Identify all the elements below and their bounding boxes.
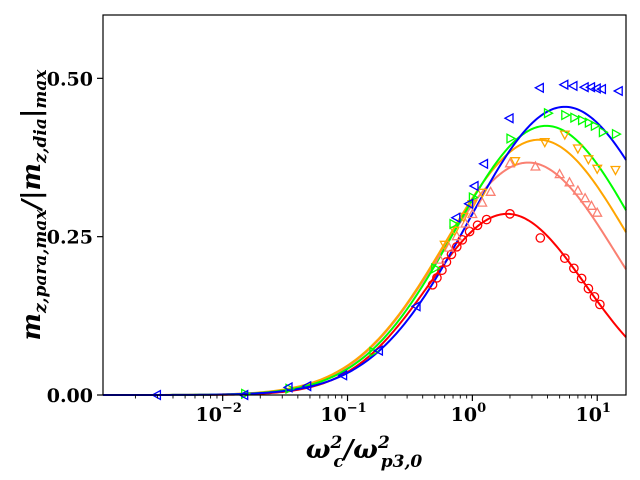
point-red-17 [595,299,605,310]
point-salmon-1 [443,241,455,252]
x-tick-label-3: 101 [575,401,611,426]
point-blue-15 [578,81,589,93]
point-red-5 [451,241,462,252]
point-red-3 [441,257,452,267]
point-red-0 [427,279,438,290]
x-axis-label: ω2 c/ω2 p3,0 [306,433,423,472]
point-salmon-13 [586,199,597,210]
point-red-16 [589,291,600,302]
point-green-8 [561,109,572,121]
point-green-9 [570,112,581,124]
point-blue-13 [558,79,569,91]
point-green-3 [431,262,442,274]
point-red-12 [559,253,570,264]
point-blue-2 [282,381,293,393]
point-red-15 [583,283,594,294]
point-blue-7 [450,212,461,224]
point-orange-0 [439,240,451,251]
point-blue-19 [612,85,623,97]
x-tick-label-1: 10−1 [320,401,366,426]
y-tick-label-2: 0.50 [47,68,93,90]
x-tick-label-0: 10−2 [195,401,241,426]
point-orange-1 [449,226,460,237]
point-orange-5 [509,157,521,168]
point-green-7 [543,107,554,119]
markers-layer [151,79,623,401]
point-blue-9 [468,180,479,192]
point-orange-10 [591,164,603,175]
point-blue-12 [533,82,544,94]
x-tick-label-2: 100 [451,401,487,426]
point-salmon-11 [572,184,584,195]
curves-layer [103,105,627,396]
point-green-4 [449,218,460,230]
point-red-8 [472,220,483,231]
point-green-14 [611,128,622,140]
point-blue-8 [463,198,474,210]
point-orange-2 [458,212,469,223]
point-green-12 [590,120,601,132]
point-salmon-9 [554,168,566,179]
point-salmon-3 [460,217,471,228]
point-red-9 [481,214,492,225]
point-green-6 [506,133,517,144]
point-red-14 [576,273,587,284]
point-blue-6 [410,300,421,312]
point-salmon-12 [579,192,591,203]
point-red-4 [446,249,457,260]
point-red-11 [535,233,546,243]
point-orange-6 [539,138,551,149]
point-red-10 [505,209,515,219]
point-orange-8 [572,144,584,155]
curve-red [103,212,627,396]
point-red-2 [437,265,447,276]
point-salmon-8 [530,160,541,171]
point-blue-14 [567,80,578,92]
point-salmon-6 [485,185,497,196]
point-blue-10 [478,158,489,170]
point-orange-4 [476,188,488,199]
point-red-1 [432,272,442,283]
point-salmon-4 [466,208,478,219]
y-axis-label: mz,para,max/|mz,dia|max [17,69,51,341]
point-green-10 [577,114,588,126]
y-tick-label-0: 0.00 [47,385,93,407]
point-orange-11 [610,165,621,176]
point-blue-11 [503,112,514,124]
point-blue-5 [373,345,384,357]
point-blue-17 [590,83,601,94]
point-green-2 [369,346,380,358]
point-blue-18 [596,83,607,95]
point-green-11 [584,117,595,129]
point-red-13 [569,263,579,274]
point-green-5 [468,192,479,203]
point-blue-3 [301,380,312,392]
plot-frame [102,14,627,396]
point-salmon-5 [476,196,488,207]
point-salmon-14 [591,206,603,217]
ticks-layer: 0.00 0.25 0.50 10−2 10−1 100 101 [47,68,611,426]
point-orange-7 [559,130,571,141]
point-blue-4 [337,369,348,381]
point-orange-9 [583,155,594,166]
point-salmon-0 [434,253,446,264]
point-green-13 [598,126,609,138]
point-salmon-7 [504,157,516,168]
y-tick-label-1: 0.25 [47,227,93,249]
point-salmon-10 [564,176,575,187]
